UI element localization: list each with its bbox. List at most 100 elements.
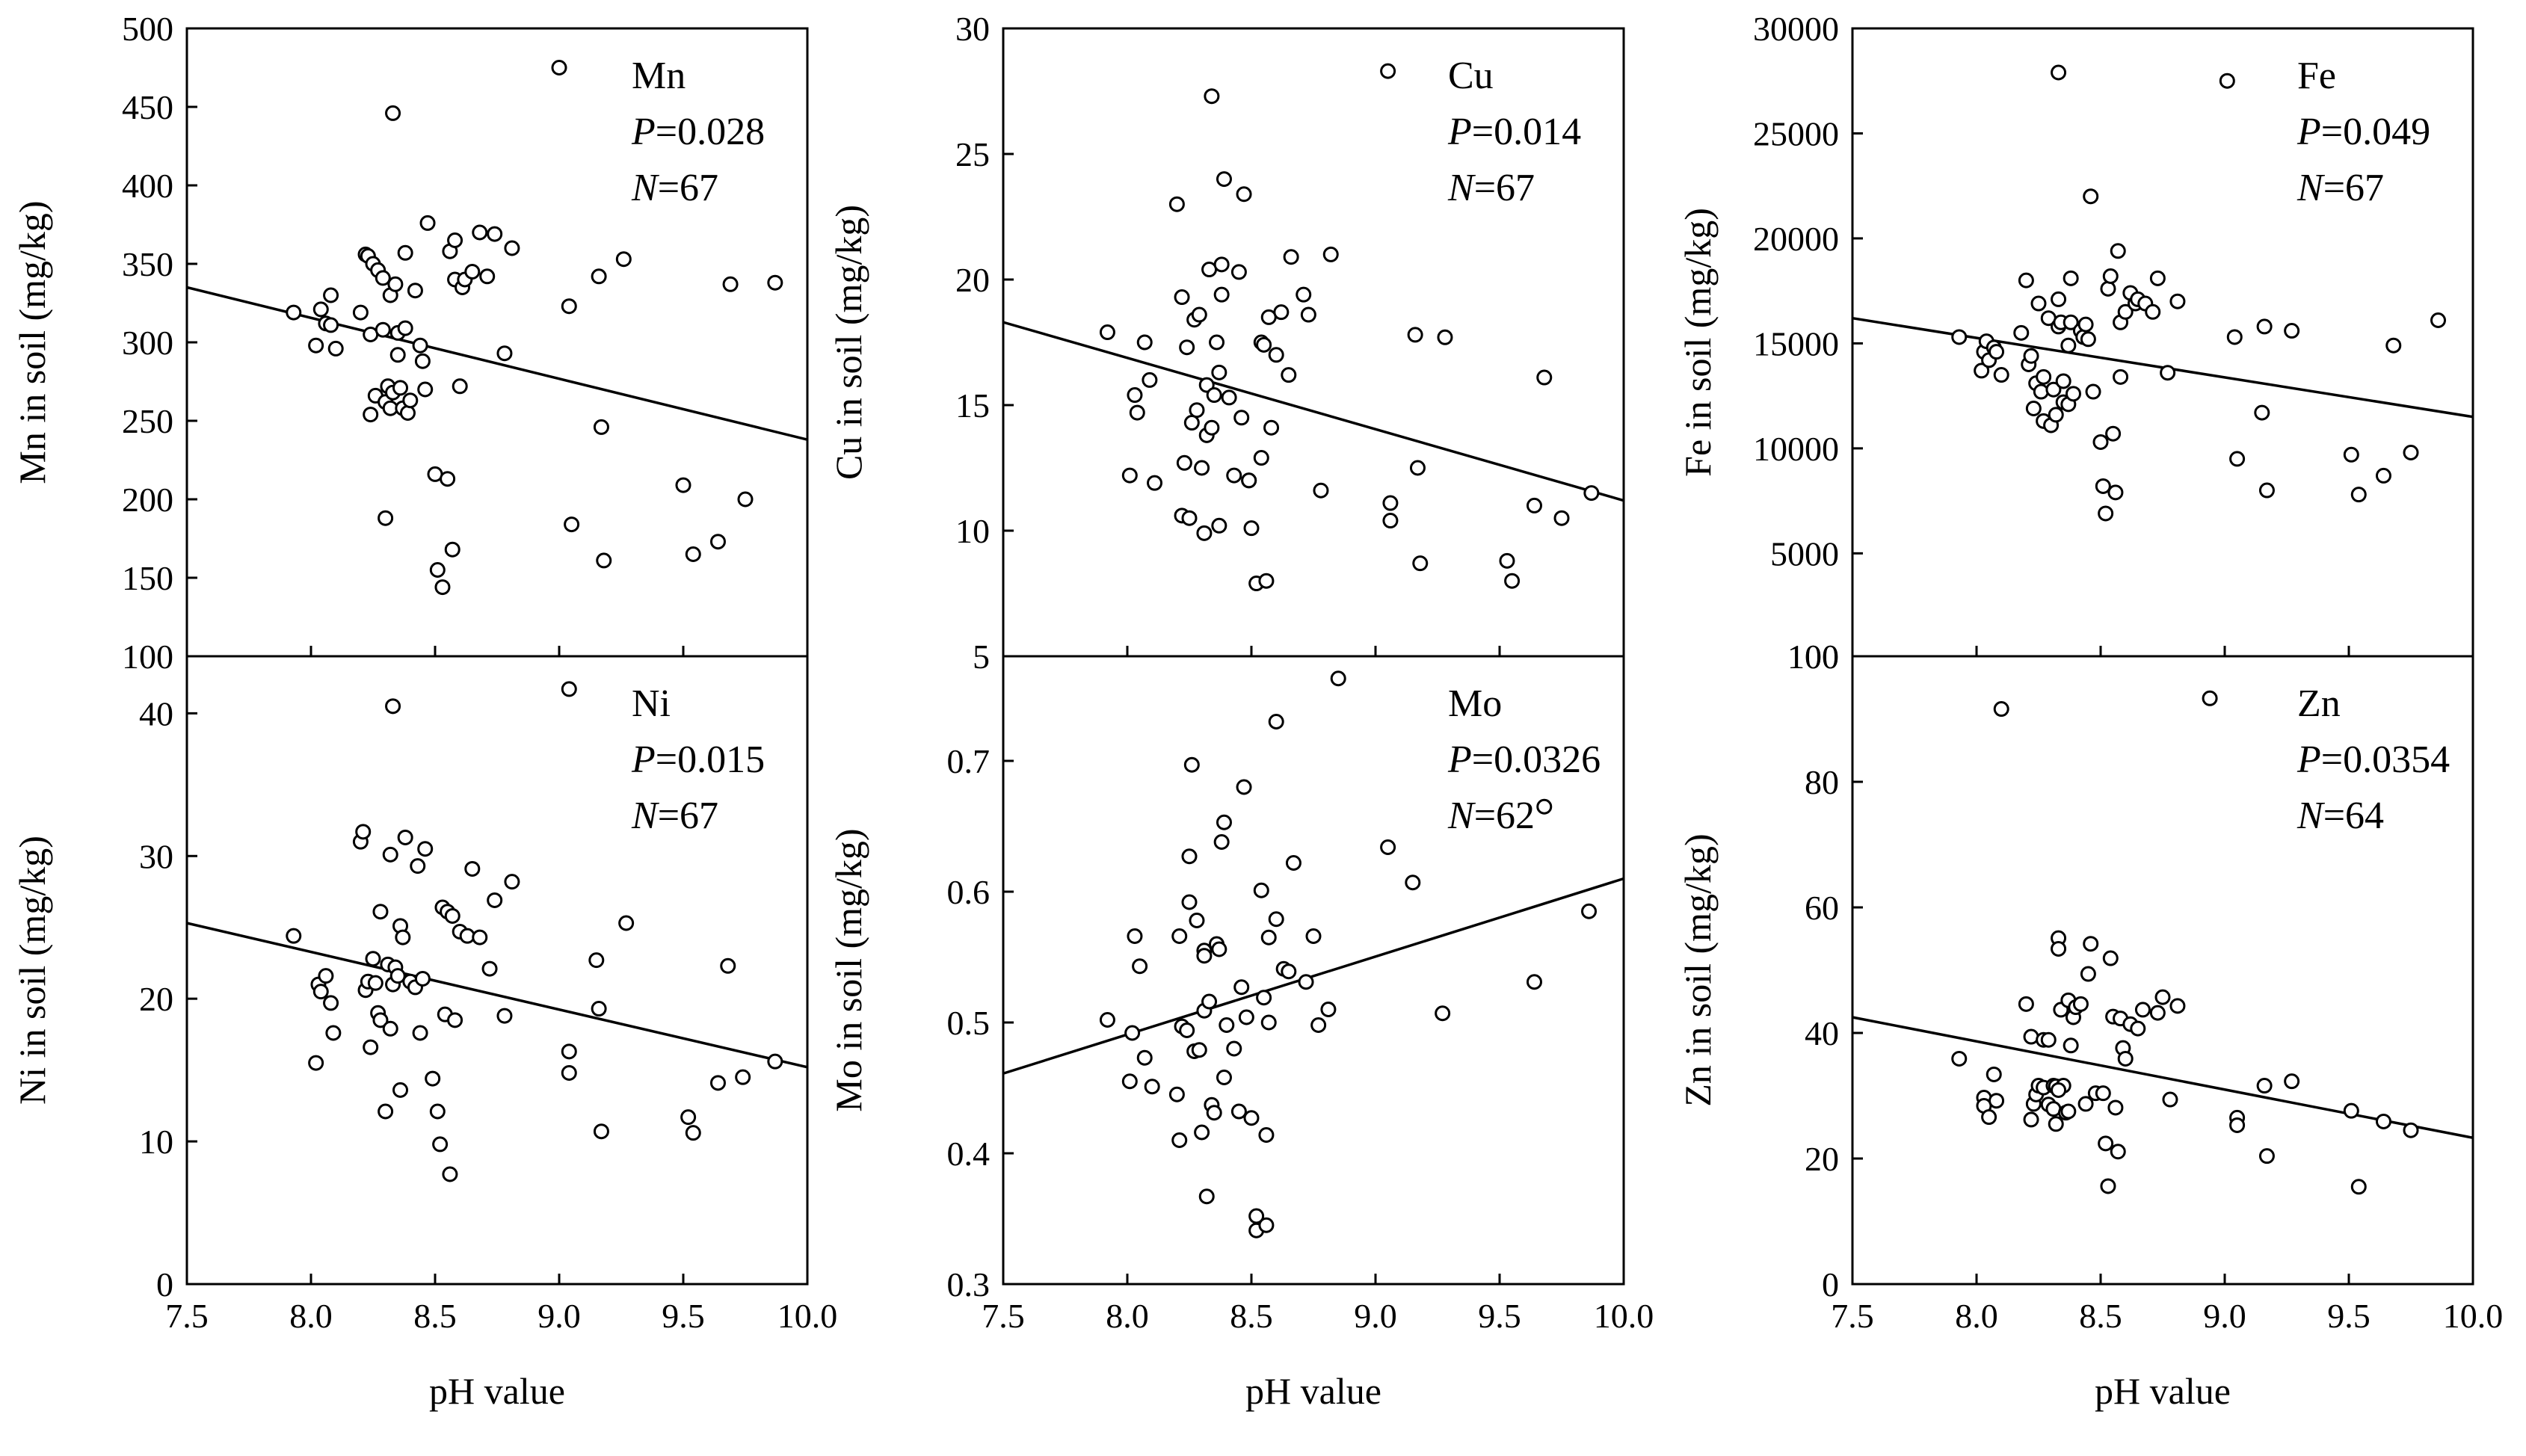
- data-point: [1256, 990, 1272, 1006]
- y-tick-label: 10: [139, 1123, 173, 1161]
- data-point: [1226, 467, 1242, 484]
- p-value-label: P=0.028: [631, 111, 765, 153]
- data-point: [1583, 485, 1600, 502]
- data-point: [286, 928, 302, 944]
- data-point: [2060, 337, 2077, 354]
- data-point: [447, 1012, 463, 1028]
- data-point: [2105, 425, 2122, 442]
- data-point: [2095, 478, 2111, 494]
- data-point: [1132, 958, 1148, 975]
- data-point: [325, 1025, 342, 1041]
- p-value-label: P=0.015: [631, 738, 765, 781]
- data-point: [312, 984, 329, 1000]
- n-value-label: N=67: [631, 795, 718, 837]
- x-tick-label: 9.0: [1354, 1297, 1397, 1335]
- panel-fe: 100 5000 10000 15000 20000 25000 30000 Fe in so…: [1677, 10, 2474, 676]
- data-point: [1191, 1042, 1207, 1058]
- data-point: [2149, 1005, 2166, 1021]
- data-point: [1260, 929, 1277, 946]
- data-point: [1581, 903, 1598, 919]
- data-point: [1230, 1103, 1247, 1120]
- data-point: [588, 952, 605, 969]
- data-point: [1536, 369, 1553, 386]
- data-point: [561, 1043, 577, 1060]
- data-point: [1407, 327, 1423, 343]
- y-tick-label: 15000: [1753, 324, 1839, 363]
- data-point: [2100, 280, 2116, 297]
- data-point: [1236, 779, 1252, 795]
- data-point: [2051, 940, 2067, 957]
- x-tick-label: 7.5: [1831, 1297, 1874, 1335]
- data-point: [2134, 1002, 2151, 1018]
- data-point: [615, 251, 632, 268]
- data-point: [355, 824, 372, 840]
- data-point: [1204, 419, 1220, 436]
- data-point: [2040, 1031, 2057, 1048]
- y-tick-label: 10000: [1753, 430, 1839, 468]
- n-value-label: N=64: [2296, 795, 2384, 837]
- data-point: [1320, 1002, 1337, 1017]
- data-point: [2045, 381, 2062, 398]
- data-point: [2060, 1103, 2077, 1120]
- data-point: [2375, 1113, 2391, 1129]
- element-label: Ni: [632, 682, 671, 725]
- data-point: [1099, 1012, 1115, 1028]
- data-point: [1209, 334, 1225, 351]
- x-tick-label: 8.0: [289, 1297, 333, 1335]
- data-point: [767, 1053, 783, 1070]
- data-point: [2375, 467, 2391, 484]
- data-point: [1313, 482, 1329, 499]
- plot-frame: [1851, 655, 2474, 1286]
- y-tick-label: 400: [122, 167, 173, 205]
- y-tick-label: 150: [122, 559, 173, 597]
- data-point: [1951, 1050, 1968, 1067]
- data-point: [397, 244, 413, 261]
- x-tick-label: 9.0: [537, 1297, 581, 1335]
- data-point: [419, 215, 436, 231]
- data-point: [318, 968, 334, 984]
- data-point: [2023, 1111, 2039, 1128]
- data-point: [2072, 996, 2089, 1012]
- data-point: [593, 419, 609, 435]
- y-tick-label: 0.7: [947, 742, 991, 780]
- n-symbol: N: [631, 167, 660, 209]
- data-point: [1211, 517, 1227, 534]
- plot-frame: [185, 655, 809, 1286]
- data-point: [2229, 1117, 2246, 1133]
- data-point: [1219, 1017, 1235, 1033]
- x-tick-label: 9.5: [2327, 1297, 2371, 1335]
- data-point: [1268, 714, 1284, 729]
- trend-line: [1002, 877, 1624, 1075]
- data-point: [591, 1001, 607, 1017]
- y-tick-label: 15: [955, 386, 990, 425]
- panel-mn: 100 150 200 250 300 350 400 450 500 Mn in soil (m…: [11, 10, 809, 676]
- p-value: =0.0326: [1472, 738, 1601, 781]
- data-point: [1296, 286, 1312, 303]
- data-point: [444, 541, 460, 558]
- data-point: [1330, 670, 1346, 687]
- data-point: [1213, 286, 1230, 303]
- data-point: [2350, 487, 2367, 503]
- x-tick-label: 10.0: [2443, 1297, 2504, 1335]
- data-point: [487, 892, 503, 908]
- p-value: =0.0354: [2321, 738, 2450, 781]
- data-point: [1382, 495, 1399, 511]
- data-point: [1216, 1070, 1232, 1085]
- y-tick-label: 500: [122, 10, 173, 48]
- n-value-label: N=67: [2296, 167, 2384, 209]
- data-point: [596, 552, 612, 569]
- x-tick-label: 8.5: [413, 1297, 457, 1335]
- data-point: [397, 829, 413, 845]
- data-point: [2169, 293, 2186, 309]
- data-point: [1526, 974, 1542, 990]
- y-axis-title: Mn in soil (mg/kg): [11, 200, 53, 484]
- y-tick-label: 200: [122, 481, 173, 519]
- y-axis-title: Fe in soil (mg/kg): [1677, 208, 1719, 477]
- data-point: [1305, 928, 1322, 944]
- data-point: [2085, 383, 2101, 400]
- data-point: [1144, 1079, 1160, 1095]
- data-point: [2117, 1050, 2134, 1067]
- data-point: [1260, 1014, 1277, 1031]
